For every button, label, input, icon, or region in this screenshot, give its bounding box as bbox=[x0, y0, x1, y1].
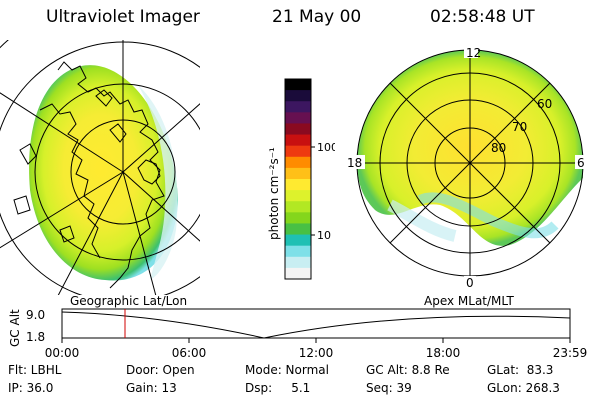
colorbar-cell bbox=[285, 145, 311, 158]
colorbar-cell bbox=[285, 79, 311, 91]
colorbar-cell bbox=[285, 167, 311, 180]
y-tick-low: 1.8 bbox=[26, 330, 45, 344]
x-tick-2359: 23:59 bbox=[553, 346, 588, 360]
x-tick-0000: 00:00 bbox=[45, 346, 80, 360]
x-tick-1200: 12:00 bbox=[299, 346, 334, 360]
mlt-12: 12 bbox=[466, 48, 481, 60]
dsp-info: Dsp: 5.1 bbox=[245, 381, 311, 395]
colorbar-cell bbox=[285, 190, 311, 202]
x-tick-1800: 18:00 bbox=[426, 346, 461, 360]
colorbar-unit: photon cm⁻²s⁻¹ bbox=[267, 147, 281, 240]
colorbar-cell bbox=[285, 201, 311, 213]
magnetic-map: 12 18 6 0 60 70 80 bbox=[345, 48, 587, 288]
geographic-map bbox=[0, 40, 200, 295]
colorbar-cell bbox=[285, 212, 311, 224]
y-tick-high: 9.0 bbox=[26, 308, 45, 322]
time-label: 02:58:48 UT bbox=[430, 7, 535, 27]
glon-info: GLon: 268.3 bbox=[487, 381, 560, 395]
colorbar-cell bbox=[285, 256, 311, 269]
x-tick-0600: 06:00 bbox=[172, 346, 207, 360]
mode-info: Mode: Normal bbox=[245, 363, 329, 377]
colorbar-cell bbox=[285, 134, 311, 147]
instrument-title: Ultraviolet Imager bbox=[46, 7, 200, 27]
mlt-18: 18 bbox=[347, 156, 362, 170]
mlat-60: 60 bbox=[537, 97, 552, 111]
colorbar-cell bbox=[285, 156, 311, 169]
colorbar: 100 10 photon cm⁻²s⁻¹ bbox=[267, 78, 335, 280]
colorbar-cell bbox=[285, 245, 311, 258]
mlat-80: 80 bbox=[491, 141, 506, 155]
colorbar-cell bbox=[285, 234, 311, 247]
date-label: 21 May 00 bbox=[272, 7, 362, 27]
mlat-70: 70 bbox=[512, 120, 527, 134]
colorbar-cell bbox=[285, 101, 311, 113]
mlt-6: 6 bbox=[577, 156, 585, 170]
mlt-0: 0 bbox=[466, 276, 474, 288]
colorbar-tick-10: 10 bbox=[317, 229, 331, 242]
colorbar-cell bbox=[285, 267, 311, 280]
ip-info: IP: 36.0 bbox=[8, 381, 54, 395]
colorbar-tick-100: 100 bbox=[317, 141, 335, 154]
glat-info: GLat: 83.3 bbox=[487, 363, 554, 377]
geographic-label: Geographic Lat/Lon bbox=[70, 294, 188, 308]
colorbar-cell bbox=[285, 112, 311, 124]
apex-label: Apex MLat/MLT bbox=[424, 294, 514, 308]
colorbar-cell bbox=[285, 90, 311, 102]
gc-alt-info: GC Alt: 8.8 Re bbox=[366, 363, 450, 377]
colorbar-cell bbox=[285, 223, 311, 236]
gain-info: Gain: 13 bbox=[126, 381, 177, 395]
seq-info: Seq: 39 bbox=[366, 381, 412, 395]
door-info: Door: Open bbox=[126, 363, 195, 377]
orbit-altitude-timeline: GC Alt 9.0 1.8 00:00 06:00 12:00 18:00 2… bbox=[8, 308, 588, 360]
timeline-axis-label: GC Alt bbox=[8, 309, 22, 347]
colorbar-cell bbox=[285, 179, 311, 191]
filter-info: Flt: LBHL bbox=[8, 363, 62, 377]
colorbar-cell bbox=[285, 123, 311, 136]
